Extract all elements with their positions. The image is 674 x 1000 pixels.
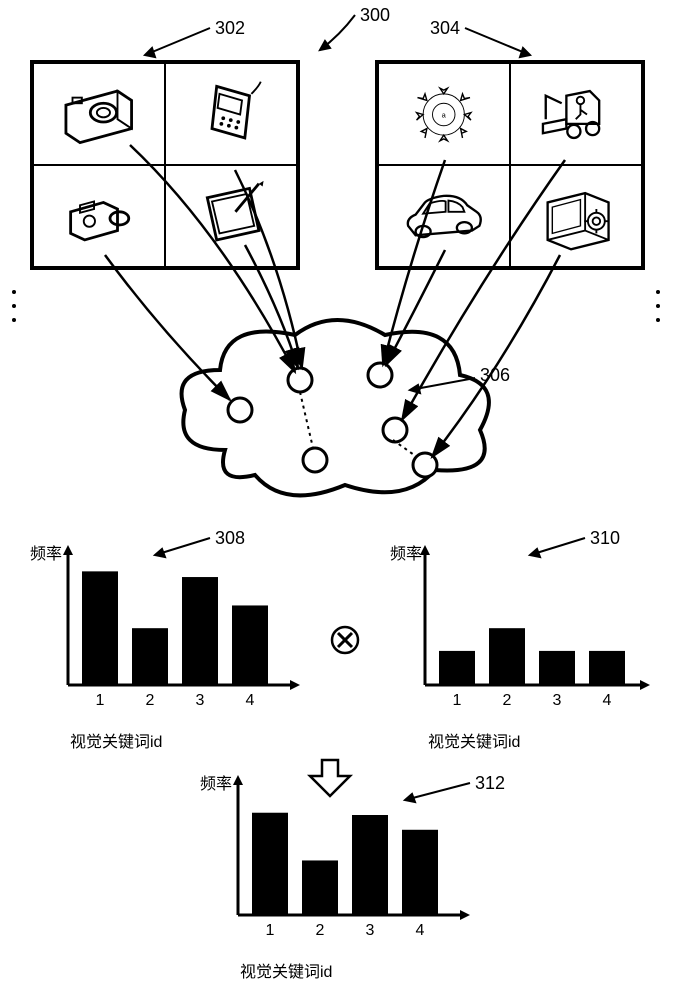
svg-text:4: 4 [246,692,255,709]
chart310-ylabel: 频率 [390,540,422,564]
cell-car [378,165,510,267]
ref-304-arrow [450,20,550,65]
cell-tablet [165,165,297,267]
tablet-icon [182,179,280,254]
ref-310-arrow [520,530,600,565]
svg-text:3: 3 [553,692,562,709]
right-ellipsis [656,290,660,322]
svg-text:1: 1 [266,922,275,939]
cell-camera [33,63,165,165]
cell-forklift [510,63,642,165]
diagram-canvas: 300 [0,0,674,1000]
chart312-ylabel: 频率 [200,770,232,794]
camera-icon [50,77,148,152]
svg-text:1: 1 [96,692,105,709]
svg-text:2: 2 [146,692,155,709]
ref-302-label: 302 [215,18,245,39]
camcorder-icon [50,179,148,254]
chart312-xticks: 1 2 3 4 [266,922,425,939]
ref-308-arrow [145,530,225,565]
cell-wreath: a [378,63,510,165]
svg-text:2: 2 [503,692,512,709]
svg-text:4: 4 [603,692,612,709]
safe-icon [527,179,625,254]
svg-text:3: 3 [366,922,375,939]
chart308-svg: 1 2 3 4 [20,540,310,715]
ref-312-label: 312 [475,773,505,794]
svg-text:1: 1 [453,692,462,709]
chart308-bars [82,571,268,685]
chart-308: 频率 1 2 3 4 视觉关键词id [20,540,310,750]
chart310-xlabel: 视觉关键词id [428,728,520,752]
cell-phone [165,63,297,165]
left-ellipsis [12,290,16,322]
car-icon [395,179,493,254]
chart310-bars [439,628,625,685]
chart312-bars [252,813,438,915]
chart308-xlabel: 视觉关键词id [70,728,162,752]
forklift-icon [527,77,625,152]
phone-icon [182,77,280,152]
ref-300-label: 300 [360,5,390,26]
multiply-icon [330,625,360,663]
ref-312-arrow [395,775,485,810]
cloud-306 [165,300,505,510]
chart312-xlabel: 视觉关键词id [240,958,332,982]
svg-text:2: 2 [316,922,325,939]
ref-306-arrow [400,370,490,400]
svg-text:3: 3 [196,692,205,709]
ref-310-label: 310 [590,528,620,549]
ref-306-label: 306 [480,365,510,386]
ref-304-label: 304 [430,18,460,39]
svg-text:a: a [442,110,447,119]
cell-safe [510,165,642,267]
ref-308-label: 308 [215,528,245,549]
grid-302 [30,60,300,270]
chart308-ylabel: 频率 [30,540,62,564]
svg-text:4: 4 [416,922,425,939]
wreath-icon: a [395,77,493,152]
grid-304: a [375,60,645,270]
chart310-svg: 1 2 3 4 [380,540,660,715]
chart310-xticks: 1 2 3 4 [453,692,612,709]
chart-310: 频率 1 2 3 4 视觉关键词id [380,540,660,750]
cell-camcorder [33,165,165,267]
chart308-xticks: 1 2 3 4 [96,692,255,709]
